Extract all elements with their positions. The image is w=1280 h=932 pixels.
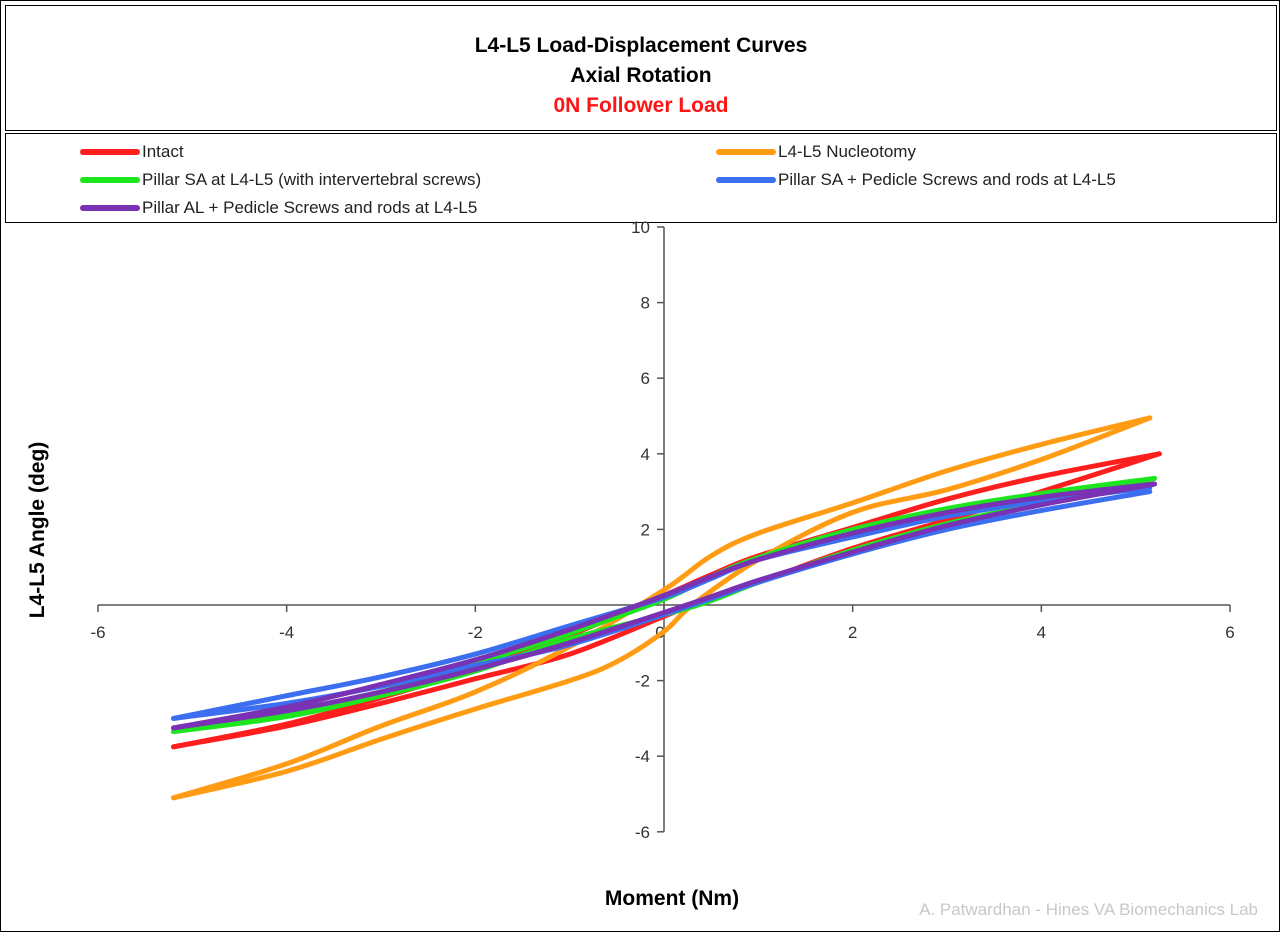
x-tick-label: 6 bbox=[1225, 623, 1234, 642]
legend-entry-pillar-sa-pedicle: Pillar SA + Pedicle Screws and rods at L… bbox=[716, 170, 1116, 190]
series-layer bbox=[171, 415, 1162, 801]
series-pillar-al-pedicle-screws-and-rods-at-l4-l5-unloading bbox=[171, 481, 1157, 731]
chart-subtitle-load: 0N Follower Load bbox=[553, 94, 729, 117]
chart-title: L4-L5 Load-Displacement Curves bbox=[474, 34, 808, 57]
x-tick-label: -2 bbox=[468, 623, 483, 642]
y-tick-label: 2 bbox=[641, 520, 650, 539]
y-tick-label: -2 bbox=[635, 672, 650, 691]
y-tick-label: 4 bbox=[641, 445, 650, 464]
y-tick-label: 8 bbox=[641, 294, 650, 313]
legend-label: L4-L5 Nucleotomy bbox=[778, 142, 916, 161]
chart-subtitle: Axial Rotation bbox=[570, 64, 712, 87]
x-axis-label: Moment (Nm) bbox=[605, 887, 739, 910]
legend-swatch bbox=[716, 177, 776, 183]
legend-swatch bbox=[80, 177, 140, 183]
x-tick-label: -4 bbox=[279, 623, 294, 642]
credit-text: A. Patwardhan - Hines VA Biomechanics La… bbox=[919, 900, 1258, 919]
legend-entry-nucleotomy: L4-L5 Nucleotomy bbox=[716, 142, 916, 162]
legend-label: Pillar SA at L4-L5 (with intervertebral … bbox=[142, 170, 482, 189]
title-box: L4-L5 Load-Displacement Curves Axial Rot… bbox=[5, 5, 1277, 131]
legend-swatch bbox=[80, 205, 140, 211]
legend-swatch bbox=[716, 149, 776, 155]
legend-entry-pillar-sa: Pillar SA at L4-L5 (with intervertebral … bbox=[80, 170, 481, 190]
series-l4-l5-nucleotomy-loading bbox=[171, 415, 1153, 801]
y-axis-label: L4-L5 Angle (deg) bbox=[26, 442, 49, 619]
y-tick-label: -6 bbox=[635, 823, 650, 842]
legend-swatch bbox=[80, 149, 140, 155]
x-tick-label: -6 bbox=[90, 623, 105, 642]
y-tick-label: 6 bbox=[641, 369, 650, 388]
y-tick-label: 10 bbox=[631, 218, 650, 237]
legend-label: Pillar AL + Pedicle Screws and rods at L… bbox=[142, 198, 478, 217]
legend-label: Intact bbox=[142, 142, 184, 161]
series-pillar-al-pedicle-screws-and-rods-at-l4-l5-loading bbox=[171, 481, 1157, 731]
legend-label: Pillar SA + Pedicle Screws and rods at L… bbox=[778, 170, 1116, 189]
series-l4-l5-nucleotomy-unloading bbox=[171, 415, 1153, 801]
legend-entry-intact: Intact bbox=[80, 142, 184, 162]
legend-entry-pillar-al-pedicle: Pillar AL + Pedicle Screws and rods at L… bbox=[80, 198, 477, 218]
x-tick-label: 4 bbox=[1037, 623, 1046, 642]
series-pillar-sa-pedicle-screws-and-rods-at-l4-l5-loading bbox=[171, 485, 1153, 721]
legend: Intact L4-L5 Nucleotomy Pillar SA at L4-… bbox=[5, 133, 1277, 223]
x-tick-label: 2 bbox=[848, 623, 857, 642]
y-tick-label: -4 bbox=[635, 747, 650, 766]
